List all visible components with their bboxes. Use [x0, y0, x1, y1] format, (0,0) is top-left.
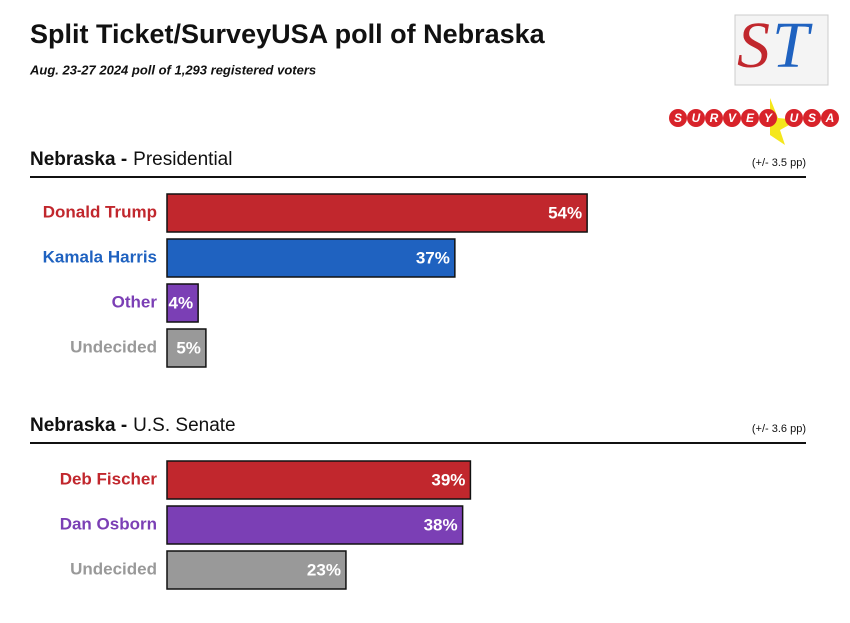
- logo-circle: [741, 109, 759, 127]
- category-label: Other: [112, 292, 158, 311]
- logo-letter: S: [674, 111, 682, 125]
- logo-letter: Y: [764, 111, 773, 125]
- bar: [166, 328, 207, 368]
- logo-circle: [669, 109, 687, 127]
- bar: [166, 283, 199, 323]
- margin-of-error: (+/- 3.6 pp): [752, 423, 806, 435]
- bar: [166, 505, 464, 545]
- section-title: Nebraska - Presidential: [30, 149, 232, 170]
- category-label: Kamala Harris: [43, 247, 157, 266]
- bar: [166, 550, 347, 590]
- surveyusa-star: [770, 98, 798, 145]
- bar: [166, 460, 472, 500]
- logo-circle: [687, 109, 705, 127]
- title: Split Ticket/SurveyUSA poll of Nebraska: [30, 19, 546, 49]
- value-label: 23%: [307, 560, 341, 579]
- logo-letter: V: [728, 111, 737, 125]
- logo-circle: [821, 109, 839, 127]
- section-title-race: Presidential: [133, 149, 232, 170]
- logo-letter: R: [710, 111, 719, 125]
- category-label: Undecided: [70, 337, 157, 356]
- section-title-race: U.S. Senate: [133, 415, 235, 436]
- logo-circle: [759, 109, 777, 127]
- logo-circle: [705, 109, 723, 127]
- bar: [166, 193, 588, 233]
- value-label: 39%: [431, 470, 465, 489]
- st-logo-box: [734, 14, 829, 86]
- logo-letter: S: [808, 111, 816, 125]
- value-label: 37%: [416, 248, 450, 267]
- st-logo-s: S: [737, 9, 770, 82]
- section-title-prefix: Nebraska -: [30, 415, 127, 436]
- value-label: 5%: [176, 338, 201, 357]
- logo-letter: E: [746, 111, 755, 125]
- value-label: 38%: [424, 515, 458, 534]
- subtitle: Aug. 23-27 2024 poll of 1,293 registered…: [29, 62, 316, 77]
- logo-letter: A: [825, 111, 835, 125]
- logo-circle: [803, 109, 821, 127]
- category-label: Dan Osborn: [60, 514, 157, 533]
- category-label: Undecided: [70, 559, 157, 578]
- margin-of-error: (+/- 3.5 pp): [752, 157, 806, 169]
- value-label: 4%: [169, 293, 194, 312]
- logo-letter: U: [790, 111, 799, 125]
- logo-circle: [723, 109, 741, 127]
- st-logo-t: T: [772, 9, 813, 82]
- category-label: Donald Trump: [43, 202, 157, 221]
- bar: [166, 238, 456, 278]
- section-title: Nebraska - U.S. Senate: [30, 415, 236, 436]
- logo-letter: U: [692, 111, 701, 125]
- category-label: Deb Fischer: [60, 469, 158, 488]
- value-label: 54%: [548, 203, 582, 222]
- section-title-prefix: Nebraska -: [30, 149, 127, 170]
- logo-circle: [785, 109, 803, 127]
